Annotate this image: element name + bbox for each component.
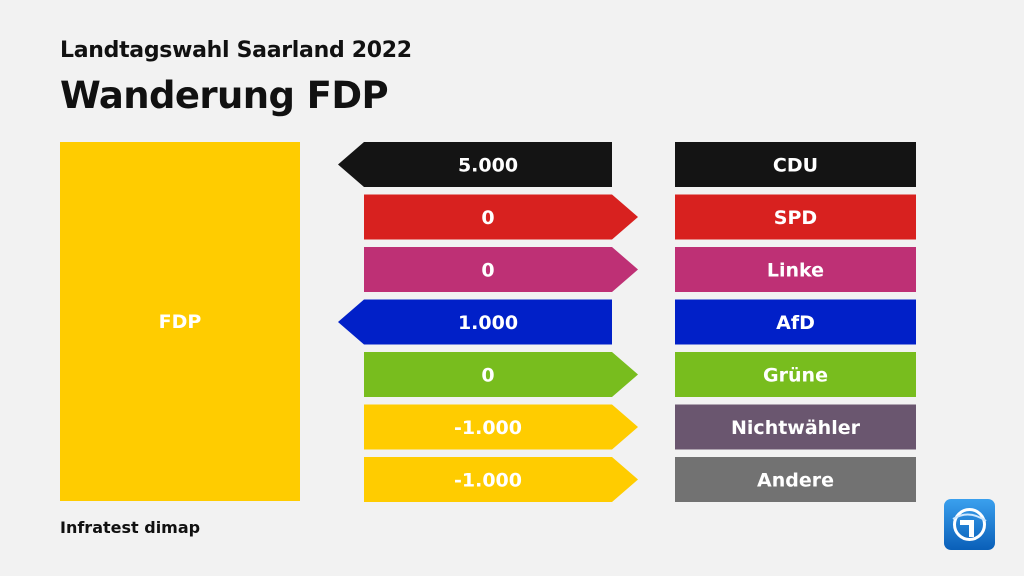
party-label-cdu: CDU: [773, 155, 818, 177]
flow-arrow-spd: [364, 194, 638, 240]
chart-title: Wanderung FDP: [60, 74, 389, 117]
flow-arrow-afd: [338, 299, 612, 345]
flow-value-spd: 0: [481, 207, 494, 229]
flow-arrow-linke: [364, 247, 638, 292]
flow-value-cdu: 5.000: [458, 155, 518, 177]
party-label-box-andere: [675, 457, 916, 502]
das-erste-logo-icon: [944, 499, 995, 550]
party-label-box-nichtw-hler: [675, 404, 916, 450]
party-label-gr-ne: Grüne: [763, 365, 828, 387]
party-label-linke: Linke: [767, 260, 824, 282]
flow-value-linke: 0: [481, 260, 494, 282]
flow-arrow-gr-ne: [364, 352, 638, 397]
source-label: Infratest dimap: [60, 518, 201, 537]
party-label-nichtw-hler: Nichtwähler: [731, 417, 861, 439]
chart-subtitle: Landtagswahl Saarland 2022: [60, 38, 412, 63]
flow-arrow-andere: [364, 457, 638, 502]
party-label-box-afd: [675, 299, 916, 345]
party-label-box-cdu: [675, 142, 916, 187]
party-label-andere: Andere: [757, 470, 834, 492]
party-label-box-spd: [675, 194, 916, 240]
flow-arrow-nichtw-hler: [364, 404, 638, 450]
flow-value-nichtw-hler: -1.000: [454, 417, 522, 439]
flow-value-gr-ne: 0: [481, 365, 494, 387]
flow-arrow-cdu: [338, 142, 612, 187]
party-label-spd: SPD: [774, 207, 817, 229]
party-label-box-gr-ne: [675, 352, 916, 397]
party-label-box-linke: [675, 247, 916, 292]
flow-value-andere: -1.000: [454, 470, 522, 492]
flow-value-afd: 1.000: [458, 312, 518, 334]
focus-party-box: FDP: [60, 142, 300, 501]
focus-party-label: FDP: [158, 310, 202, 333]
party-label-afd: AfD: [776, 312, 815, 334]
